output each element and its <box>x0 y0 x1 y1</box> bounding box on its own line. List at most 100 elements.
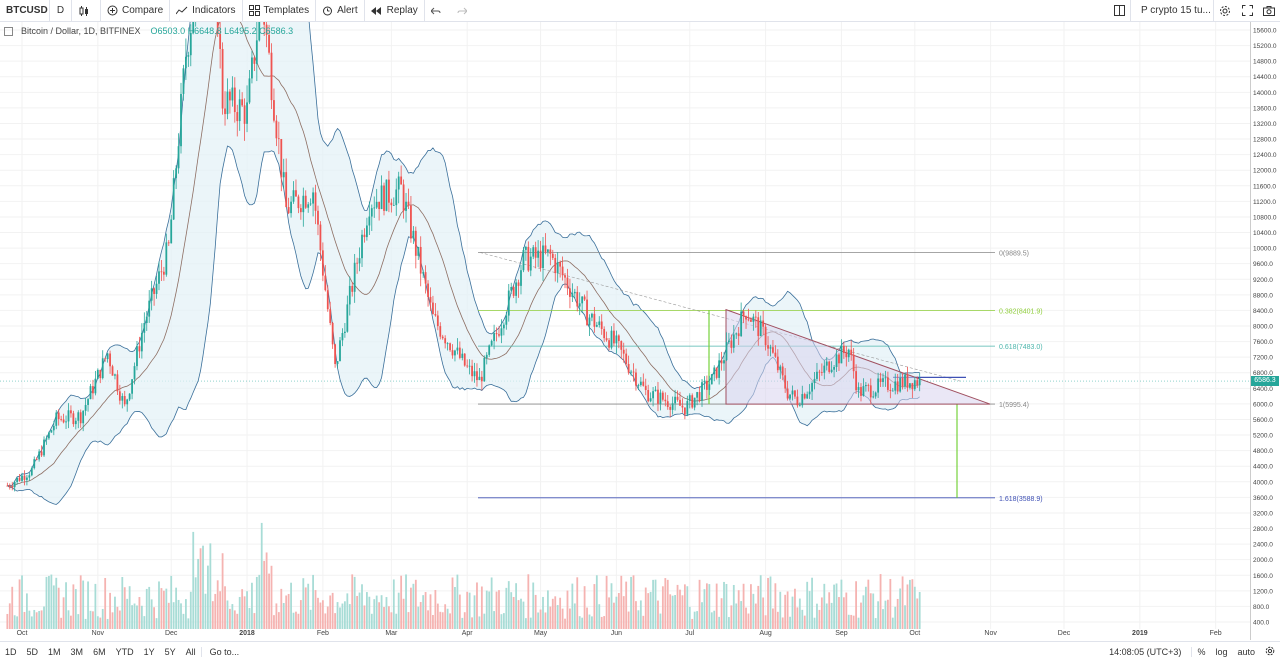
volume-bar <box>126 598 129 629</box>
undo-button[interactable] <box>425 0 451 21</box>
auto-toggle[interactable]: auto <box>1237 647 1255 657</box>
settings-gear-button[interactable] <box>1260 646 1280 658</box>
time-axis-tick-label: Feb <box>317 630 329 637</box>
candle-body <box>436 315 439 327</box>
candle-body <box>128 393 131 400</box>
range-1d[interactable]: 1D <box>5 647 17 657</box>
price-axis[interactable]: 15600.0 15200.0 14800.0 14400.0 14000.0 13600… <box>1250 22 1280 640</box>
volume-bar <box>441 612 444 629</box>
replay-button[interactable]: Replay <box>365 0 425 21</box>
screenshot-button[interactable] <box>1258 0 1280 21</box>
candle-body <box>466 365 469 367</box>
volume-bar <box>270 565 273 629</box>
candle-body <box>231 87 234 101</box>
volume-bar <box>319 602 322 629</box>
symbol-search-button[interactable]: BTCUSD <box>0 0 50 21</box>
settings-button[interactable] <box>1214 0 1236 21</box>
candle-body <box>564 275 566 278</box>
volume-bar <box>414 579 417 629</box>
range-3m[interactable]: 3M <box>70 647 84 657</box>
candle-body <box>383 185 385 211</box>
chart-style-button[interactable] <box>72 0 101 21</box>
candle-body <box>172 178 175 220</box>
candle-body <box>784 375 787 389</box>
volume-bar <box>745 607 747 629</box>
candle-body <box>647 390 650 402</box>
volume-bar <box>720 598 723 629</box>
candle-body <box>747 319 750 321</box>
volume-bar <box>666 579 669 629</box>
candle-body <box>860 387 862 396</box>
candle-body <box>576 291 579 307</box>
candle-body <box>551 253 554 258</box>
layout-name-button[interactable]: P crypto 15 tu... <box>1130 0 1214 21</box>
volume-bar <box>698 579 701 629</box>
candle-body <box>674 396 676 404</box>
indicators-button[interactable]: Indicators <box>170 0 243 21</box>
candle-body <box>246 102 248 124</box>
volume-bar <box>434 589 437 629</box>
volume-bar <box>436 603 439 629</box>
range-5d[interactable]: 5D <box>26 647 39 657</box>
volume-bar <box>424 592 427 629</box>
volume-bar <box>664 578 667 629</box>
range-1y[interactable]: 1Y <box>143 647 155 657</box>
price-chart[interactable]: 0(9889.5) 0.382(8401.9) 0.618(7483.0) 1(599… <box>0 22 1250 640</box>
candle-body <box>187 55 190 57</box>
range-all[interactable]: All <box>185 647 196 657</box>
volume-bar <box>527 574 530 629</box>
candle-body <box>556 262 559 274</box>
candle-body <box>732 334 735 348</box>
fullscreen-button[interactable] <box>1236 0 1258 21</box>
volume-bar <box>774 583 777 629</box>
redo-button[interactable] <box>451 0 477 21</box>
volume-bar <box>637 610 640 629</box>
candle-body <box>219 33 222 49</box>
volume-bar <box>116 606 119 629</box>
interval-button[interactable]: D <box>50 0 72 21</box>
price-axis-tick-label: 12000.0 <box>1253 168 1277 175</box>
range-5y[interactable]: 5Y <box>164 647 176 657</box>
candle-body <box>507 290 510 316</box>
candle-body <box>483 357 486 382</box>
log-toggle[interactable]: log <box>1215 647 1228 657</box>
volume-bar <box>644 587 647 629</box>
volume-bar <box>681 595 684 629</box>
candle-body <box>331 322 334 345</box>
volume-bar <box>842 597 845 629</box>
collapse-legend-icon[interactable] <box>4 26 13 36</box>
candle-body <box>121 396 124 401</box>
candle-body <box>495 333 498 335</box>
compare-button[interactable]: Compare <box>101 0 171 21</box>
range-6m[interactable]: 6M <box>93 647 106 657</box>
price-axis-tick-label: 13600.0 <box>1253 105 1277 112</box>
candle-body <box>512 286 515 296</box>
fullscreen-icon <box>1241 5 1253 16</box>
candle-body <box>21 475 23 481</box>
volume-bar <box>735 603 738 629</box>
redo-icon <box>457 7 467 14</box>
range-1m[interactable]: 1M <box>48 647 61 657</box>
volume-bar <box>728 617 730 629</box>
goto-button[interactable]: Go to... <box>200 647 245 657</box>
volume-bar <box>789 616 791 629</box>
price-axis-tick-label: 6800.0 <box>1253 370 1273 377</box>
volume-bar <box>446 608 449 629</box>
candle-body <box>79 412 82 424</box>
range-ytd[interactable]: YTD <box>115 647 134 657</box>
volume-bar <box>713 610 716 629</box>
candle-body <box>77 412 80 421</box>
candle-body <box>353 262 356 292</box>
layout-button[interactable] <box>1108 0 1130 21</box>
templates-button[interactable]: Templates <box>243 0 317 21</box>
volume-bar <box>473 595 476 629</box>
alert-button[interactable]: Alert <box>316 0 365 21</box>
volume-bar <box>304 587 307 629</box>
candle-body <box>820 372 823 374</box>
volume-bar <box>754 603 757 629</box>
clock-label[interactable]: 14:08:05 (UTC+3) <box>1104 647 1193 657</box>
volume-bar <box>353 576 356 629</box>
candle-body <box>158 271 160 284</box>
candle-body <box>162 271 165 275</box>
percent-toggle[interactable]: % <box>1197 647 1206 657</box>
